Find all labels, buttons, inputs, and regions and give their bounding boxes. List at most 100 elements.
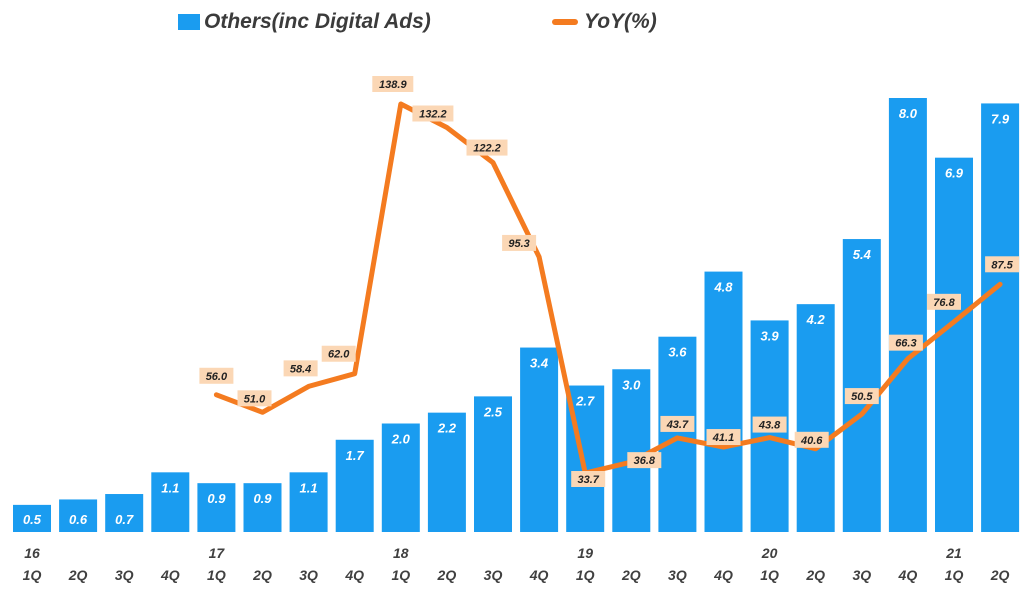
line-value-label: 36.8 xyxy=(634,455,656,467)
bar-value-label: 3.0 xyxy=(622,377,641,392)
x-quarter-label: 1Q xyxy=(391,567,410,583)
bar-value-label: 3.6 xyxy=(668,345,687,360)
x-quarter-label: 2Q xyxy=(252,567,272,583)
x-quarter-label: 4Q xyxy=(344,567,364,583)
line-value-label: 66.3 xyxy=(895,338,916,350)
line-label-box xyxy=(412,105,454,122)
line-label-box xyxy=(283,360,318,377)
line-value-label: 76.8 xyxy=(933,297,955,309)
line-label-box xyxy=(985,256,1020,273)
line-value-label: 132.2 xyxy=(419,109,447,121)
bar-value-label: 0.6 xyxy=(69,512,88,527)
x-quarter-label: 3Q xyxy=(668,567,687,583)
line-label-box xyxy=(660,415,695,432)
x-quarter-label: 2Q xyxy=(805,567,825,583)
bar-value-label: 1.1 xyxy=(161,480,179,495)
line-value-label: 62.0 xyxy=(328,349,350,361)
bar-value-label: 0.5 xyxy=(23,512,42,527)
x-year-label: 18 xyxy=(393,545,409,561)
x-year-label: 17 xyxy=(209,545,226,561)
line-value-label: 50.5 xyxy=(851,391,873,403)
line-value-label: 43.8 xyxy=(758,420,781,432)
x-quarter-label: 2Q xyxy=(990,567,1010,583)
line-label-box xyxy=(752,416,787,433)
x-quarter-label: 2Q xyxy=(68,567,88,583)
line-value-label: 56.0 xyxy=(206,371,228,383)
x-quarter-label: 1Q xyxy=(576,567,595,583)
bar-value-label: 6.9 xyxy=(945,166,964,181)
bar xyxy=(520,347,559,532)
x-year-label: 19 xyxy=(577,545,593,561)
bar xyxy=(335,439,374,532)
bar xyxy=(704,271,743,532)
bar xyxy=(935,157,973,533)
bar xyxy=(381,423,420,532)
line-value-label: 43.7 xyxy=(666,419,689,431)
bar xyxy=(888,98,927,532)
x-year-label: 20 xyxy=(761,545,778,561)
line-value-label: 40.6 xyxy=(800,435,823,447)
x-quarter-label: 4Q xyxy=(529,567,549,583)
legend-line-label: YoY(%) xyxy=(584,10,657,33)
bar-value-label: 8.0 xyxy=(899,106,918,121)
line-label-box xyxy=(794,431,829,448)
line-value-label: 33.7 xyxy=(577,474,599,486)
x-quarter-label: 1Q xyxy=(207,567,226,583)
x-quarter-label: 3Q xyxy=(852,567,871,583)
legend-line: YoY(%) xyxy=(552,8,657,36)
line-label-box xyxy=(927,293,961,310)
bar-value-label: 0.7 xyxy=(115,512,134,527)
bar xyxy=(289,472,328,532)
legend-bar-label: Others(inc Digital Ads) xyxy=(204,10,431,33)
bar xyxy=(151,472,190,532)
line-label-box xyxy=(627,452,662,469)
bar xyxy=(842,239,881,533)
bar-value-label: 5.4 xyxy=(853,247,872,262)
bar-value-label: 1.7 xyxy=(346,448,365,463)
line-label-box xyxy=(321,345,356,362)
x-quarter-label: 4Q xyxy=(898,567,918,583)
bar xyxy=(658,336,697,532)
line-value-label: 58.4 xyxy=(290,363,311,375)
line-value-label: 51.0 xyxy=(244,393,266,405)
bar-value-label: 2.5 xyxy=(483,404,503,419)
bar-value-label: 0.9 xyxy=(207,491,226,506)
yoy-line xyxy=(213,101,1003,476)
line-label-box xyxy=(706,429,741,446)
bar-value-label: 0.9 xyxy=(253,491,272,506)
x-quarter-label: 3Q xyxy=(299,567,318,583)
bar xyxy=(13,504,51,532)
x-quarter-label: 2Q xyxy=(621,567,641,583)
line-value-label: 87.5 xyxy=(991,259,1013,271)
x-year-label: 21 xyxy=(945,545,962,561)
bar xyxy=(474,396,512,532)
line-value-label: 95.3 xyxy=(508,238,529,250)
line-label-box xyxy=(237,390,272,407)
line-label-box xyxy=(888,334,923,351)
line-value-label: 138.9 xyxy=(379,79,407,91)
bar-value-label: 4.8 xyxy=(713,280,733,295)
x-quarter-label: 3Q xyxy=(484,567,503,583)
x-quarter-label: 1Q xyxy=(945,567,964,583)
x-quarter-label: 1Q xyxy=(760,567,779,583)
legend-bar: Others(inc Digital Ads) xyxy=(178,8,431,36)
line-label-box xyxy=(571,471,606,487)
bar-value-label: 4.2 xyxy=(806,312,826,327)
bar xyxy=(197,483,236,532)
bar xyxy=(981,103,1020,533)
bar xyxy=(612,369,651,532)
x-quarter-label: 3Q xyxy=(115,567,134,583)
bar xyxy=(796,304,835,532)
bar-value-label: 1.1 xyxy=(300,480,318,495)
line-label-box xyxy=(466,139,508,156)
line-value-label: 122.2 xyxy=(473,143,501,155)
line-label-box xyxy=(502,234,537,251)
x-quarter-label: 2Q xyxy=(437,567,457,583)
bar-value-label: 3.9 xyxy=(761,328,780,343)
line-label-box xyxy=(844,388,879,405)
bar xyxy=(427,412,466,532)
line-label-box xyxy=(372,76,414,92)
bar-value-label: 3.4 xyxy=(530,356,549,371)
bar xyxy=(243,483,282,532)
